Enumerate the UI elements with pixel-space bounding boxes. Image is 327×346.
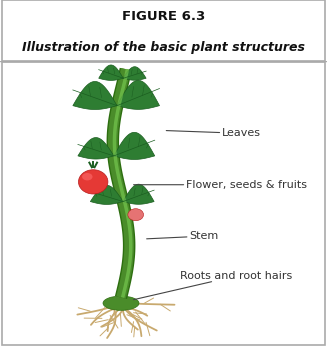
Ellipse shape: [103, 296, 139, 310]
Ellipse shape: [82, 173, 93, 181]
Text: Stem: Stem: [146, 231, 219, 241]
Polygon shape: [73, 82, 117, 109]
Text: Leaves: Leaves: [166, 128, 261, 138]
Ellipse shape: [128, 209, 144, 221]
Polygon shape: [123, 67, 146, 80]
Text: Roots and root hairs: Roots and root hairs: [133, 271, 292, 300]
Polygon shape: [117, 80, 160, 109]
Text: Illustration of the basic plant structures: Illustration of the basic plant structur…: [22, 41, 305, 54]
Polygon shape: [123, 184, 154, 204]
Polygon shape: [99, 65, 123, 80]
Polygon shape: [114, 133, 155, 160]
Polygon shape: [90, 185, 123, 204]
Text: Flower, seeds & fruits: Flower, seeds & fruits: [133, 180, 307, 190]
Polygon shape: [78, 138, 114, 159]
Ellipse shape: [78, 170, 108, 194]
Text: FIGURE 6.3: FIGURE 6.3: [122, 10, 205, 24]
